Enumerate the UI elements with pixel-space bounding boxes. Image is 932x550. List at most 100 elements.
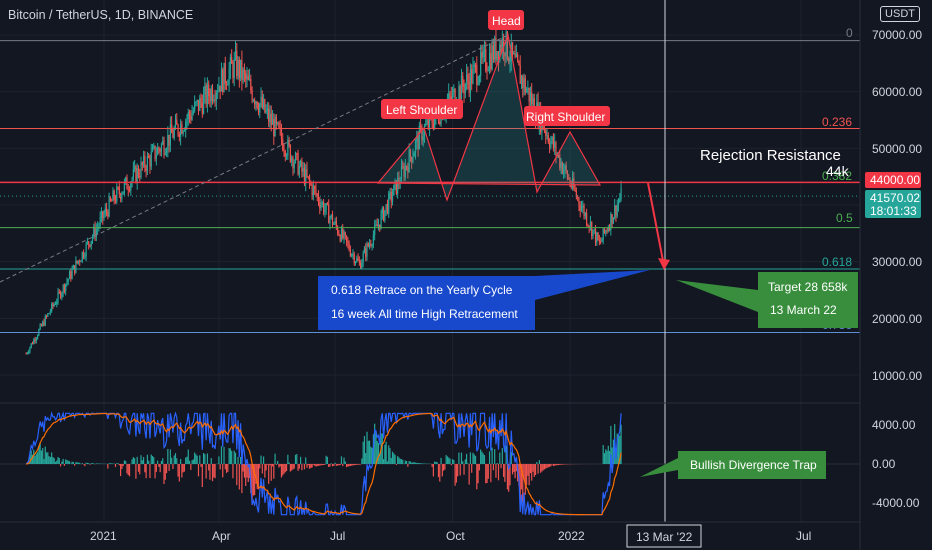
candle-body <box>496 51 498 60</box>
candle-body <box>326 203 329 205</box>
candle-body <box>351 254 353 256</box>
histogram-bar <box>112 463 114 464</box>
histogram-bar <box>260 455 262 464</box>
candle-body <box>148 156 150 158</box>
histogram-bar <box>357 464 359 465</box>
candle-body <box>48 313 50 315</box>
candle-body <box>151 147 154 152</box>
candle-body <box>573 177 575 189</box>
head-label-box[interactable] <box>488 10 524 30</box>
histogram-bar <box>510 452 512 464</box>
rejection-resistance-text[interactable]: Rejection Resistance <box>700 147 841 164</box>
histogram-bar <box>255 464 257 484</box>
retrace-callout-box[interactable] <box>318 276 535 330</box>
candle-body <box>86 241 89 244</box>
histogram-bar <box>208 464 210 471</box>
target-callout-box[interactable] <box>758 272 858 328</box>
histogram-bar <box>311 464 313 468</box>
histogram-bar <box>298 464 300 469</box>
candle-body <box>209 96 211 102</box>
divergence-callout-box[interactable] <box>678 451 826 479</box>
candle-body <box>473 64 475 67</box>
histogram-bar <box>190 464 192 470</box>
candle-body <box>324 209 326 213</box>
histogram-bar <box>135 464 137 479</box>
candle-body <box>600 241 602 243</box>
histogram-bar <box>491 447 493 464</box>
histogram-bar <box>366 431 368 464</box>
candle-body <box>395 180 397 194</box>
candle-body <box>172 133 174 138</box>
histogram-bar <box>95 463 97 464</box>
candle-body <box>240 59 242 78</box>
histogram-bar <box>367 440 369 464</box>
candle-body <box>225 83 228 86</box>
histogram-bar <box>377 442 380 464</box>
histogram-bar <box>243 464 246 478</box>
histogram-bar <box>320 464 322 466</box>
histogram-bar <box>54 461 57 464</box>
histogram-bar <box>160 460 163 464</box>
histogram-bar <box>607 445 609 464</box>
histogram-bar <box>40 450 43 464</box>
rejection-value-text[interactable]: 44k <box>826 163 850 179</box>
histogram-bar <box>279 464 281 467</box>
candle-body <box>40 324 43 326</box>
histogram-bar <box>469 452 472 464</box>
candle-body <box>188 112 191 116</box>
candle-body <box>80 261 82 263</box>
histogram-bar <box>371 447 373 464</box>
currency-selector[interactable]: USDT <box>880 6 920 22</box>
histogram-bar <box>48 456 50 464</box>
histogram-bar <box>555 464 557 466</box>
histogram-bar <box>219 464 221 470</box>
histogram-bar <box>509 464 511 486</box>
left-shoulder-label-box[interactable] <box>381 99 463 119</box>
price-axis[interactable]: 70000.00 60000.00 50000.00 30000.00 2000… <box>872 28 922 383</box>
symbol-title[interactable]: Bitcoin / TetherUS, 1D, BINANCE <box>8 8 194 22</box>
histogram-bar <box>353 464 355 466</box>
oscillator-pane <box>0 410 860 517</box>
resistance-price-badge <box>865 172 921 188</box>
candle-body <box>241 59 243 81</box>
oscillator-axis[interactable]: 4000.00 0.00 -4000.00 <box>872 418 920 510</box>
candle-body <box>312 186 314 196</box>
histogram-bar <box>559 464 561 465</box>
histogram-bar <box>288 462 290 464</box>
histogram-bar <box>316 464 318 467</box>
candle-body <box>486 69 488 71</box>
histogram-bar <box>333 464 335 466</box>
candle-body <box>325 203 327 210</box>
histogram-bar <box>347 464 349 467</box>
candle-body <box>194 102 196 111</box>
histogram-bar <box>453 459 455 464</box>
candle-body <box>459 86 461 100</box>
candle-body <box>146 156 149 171</box>
candle-body <box>574 188 576 192</box>
histogram-bar <box>437 464 440 478</box>
time-axis[interactable]: 2021 Apr Jul Oct 2022 Jul <box>90 529 811 543</box>
candle-body <box>256 101 258 109</box>
histogram-bar <box>334 462 336 464</box>
histogram-bar <box>375 430 377 464</box>
candle-body <box>167 134 169 150</box>
histogram-bar <box>178 464 180 482</box>
histogram-bar <box>525 464 528 486</box>
histogram-bar <box>33 449 35 464</box>
histogram-bar <box>125 460 127 464</box>
candle-body <box>472 66 474 84</box>
histogram-bar <box>142 457 145 464</box>
candle-body <box>519 65 521 84</box>
candle-body <box>612 217 615 224</box>
candle-body <box>316 194 318 196</box>
candle-body <box>606 230 608 232</box>
right-shoulder-label-box[interactable] <box>524 106 610 126</box>
histogram-bar <box>305 457 307 464</box>
candle-body <box>35 338 37 341</box>
histogram-bar <box>284 464 286 473</box>
histogram-bar <box>550 464 552 467</box>
histogram-bar <box>171 457 173 464</box>
histogram-bar <box>259 464 261 469</box>
candle-body <box>270 113 272 125</box>
